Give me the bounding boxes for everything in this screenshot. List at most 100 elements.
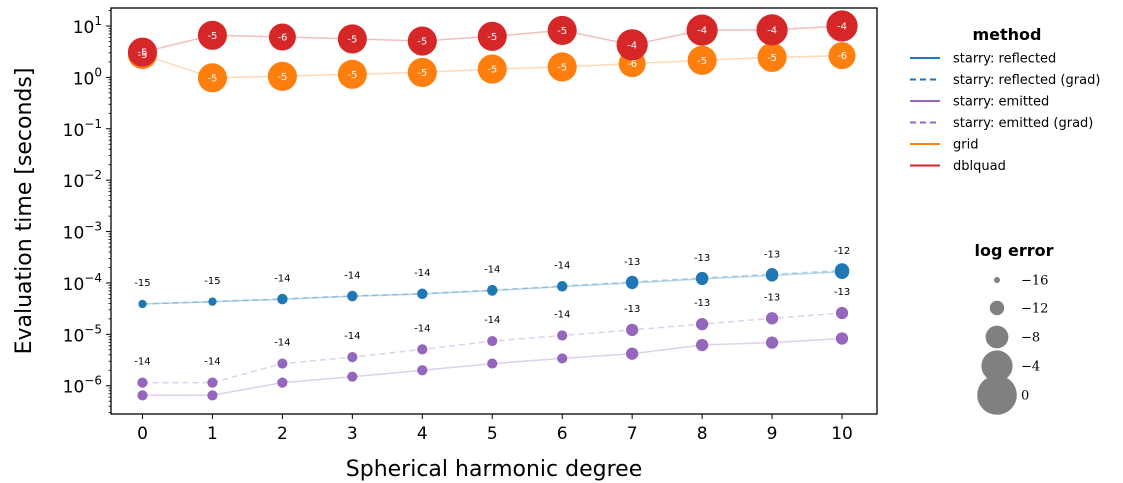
data-point: [686, 14, 718, 46]
data-point: [626, 275, 639, 289]
y-tick-label: 101: [73, 14, 102, 38]
data-point: [828, 42, 856, 70]
error-label: -5: [767, 53, 777, 64]
error-label: -13: [694, 298, 710, 309]
y-tick-label: 10−1: [63, 117, 102, 141]
data-point: [337, 24, 367, 54]
data-point: [834, 263, 850, 278]
y-tick-label: 10−6: [63, 374, 102, 398]
error-label: -14: [554, 261, 570, 272]
data-point: [557, 353, 568, 364]
error-label: -5: [137, 48, 147, 59]
y-tick-label: 10−5: [63, 322, 102, 346]
error-label: -5: [277, 72, 287, 83]
data-point: [347, 371, 358, 382]
error-label: -5: [347, 34, 357, 45]
x-tick-label: 1: [207, 424, 218, 444]
error-label: -13: [624, 304, 640, 315]
legend-label: starry: reflected (grad): [953, 73, 1100, 88]
legend-label: dblquad: [953, 159, 1006, 174]
data-point: [626, 323, 639, 337]
data-point: [835, 306, 849, 320]
size-legend-label: −12: [1021, 302, 1048, 317]
x-axis-title: Spherical harmonic degree: [346, 457, 642, 482]
error-label: -14: [344, 331, 360, 342]
error-label: -14: [274, 273, 290, 284]
x-tick-label: 0: [137, 424, 148, 444]
axes: 0 1 2 3 4 5 6 7 8 9 10 101 100 10−1 10−2 10−3 10−4 10−5 10…: [63, 10, 853, 444]
x-tick-label: 6: [557, 424, 568, 444]
error-label: -5: [347, 70, 357, 81]
legend-label: starry: reflected: [953, 52, 1056, 67]
size-legend-marker: [977, 375, 1017, 415]
data-point: [417, 365, 428, 376]
y-tick-label: 10−3: [63, 220, 102, 244]
error-label: -14: [204, 357, 220, 368]
error-label: -12: [834, 246, 850, 257]
x-tick-label: 8: [697, 424, 708, 444]
error-label: -14: [484, 315, 500, 326]
data-point: [138, 299, 147, 309]
data-point: [765, 312, 779, 325]
data-point: [695, 317, 709, 331]
data-point: [557, 280, 568, 292]
legend-label: grid: [953, 138, 978, 153]
error-label: -5: [487, 65, 497, 76]
data-point: [487, 335, 498, 347]
error-label: -14: [134, 357, 150, 368]
data-point: [765, 336, 779, 349]
error-label: -5: [697, 56, 707, 67]
error-label: -5: [207, 31, 217, 42]
data-point: [626, 347, 639, 360]
data-point: [757, 42, 787, 72]
size-legend-marker: [981, 350, 1013, 382]
error-label: -13: [834, 287, 850, 298]
error-label: -14: [344, 270, 360, 281]
data-point: [477, 21, 507, 51]
plot-frame: [110, 7, 878, 415]
error-label: -5: [557, 62, 567, 73]
data-point: [337, 59, 367, 89]
data-point: [277, 293, 288, 304]
error-label: -14: [484, 265, 500, 276]
data-point: [826, 10, 858, 42]
data-point: [208, 297, 217, 306]
size-legend-label: 0: [1021, 389, 1029, 404]
plot-area: -15 -15 -14 -14 -14 -14 -14 -13 -13 -13 -12 -14 -14 -…: [127, 10, 858, 401]
method-legend: method starry: reflected starry: reflecte…: [910, 25, 1100, 174]
error-label: -5: [487, 32, 497, 43]
x-tick-label: 7: [627, 424, 638, 444]
data-point: [547, 52, 577, 82]
size-legend-marker: [985, 325, 1009, 349]
error-label: -4: [837, 21, 847, 32]
error-label: -13: [764, 249, 780, 260]
error-label: -14: [274, 338, 290, 349]
error-label: -6: [277, 33, 287, 44]
size-legend-label: −8: [1021, 331, 1040, 346]
legend-title: method: [972, 25, 1041, 44]
data-point: [347, 290, 358, 301]
error-label: -5: [137, 50, 147, 61]
data-point: [197, 63, 227, 93]
data-point: [695, 338, 709, 352]
data-point: [487, 284, 498, 296]
x-tick-label: 4: [417, 424, 428, 444]
error-label: -6: [837, 51, 847, 62]
size-legend-marker: [989, 300, 1005, 316]
data-point: [616, 29, 648, 61]
error-label: -13: [694, 253, 710, 264]
data-point: [407, 57, 437, 87]
data-point: [417, 288, 428, 299]
data-point: [417, 344, 428, 355]
data-point: [207, 377, 218, 388]
size-legend-title: log error: [974, 241, 1053, 260]
data-point: [197, 20, 227, 50]
data-point: [756, 14, 788, 46]
error-label: -14: [554, 309, 570, 320]
data-point: [137, 377, 148, 388]
data-point: [695, 271, 709, 285]
error-label: -4: [627, 40, 637, 51]
data-point: [267, 61, 297, 91]
legend-label: starry: emitted (grad): [953, 116, 1093, 131]
error-label: -13: [764, 292, 780, 303]
